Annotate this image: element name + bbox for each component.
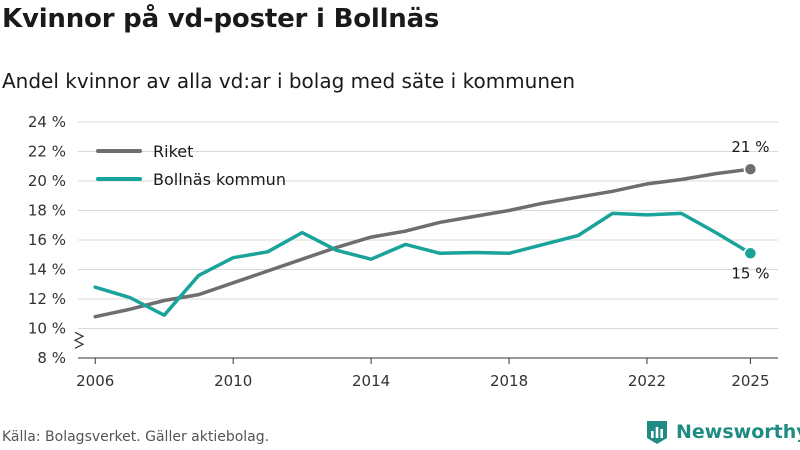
y-tick-label: 14 % (28, 261, 66, 279)
newsworthy-logo-icon (647, 421, 667, 444)
y-tick-label: 8 % (37, 349, 66, 367)
legend-label: Bollnäs kommun (153, 170, 286, 189)
brand-name: Newsworthy (676, 421, 800, 443)
y-tick-label: 22 % (28, 143, 66, 161)
series-line-bollnas (93, 211, 753, 317)
x-tick-label: 2010 (214, 372, 252, 390)
x-tick-label: 2025 (731, 372, 769, 390)
axis-break-icon (73, 331, 85, 349)
newsworthy-logo: Newsworthy (644, 419, 800, 445)
x-tick-label: 2006 (76, 372, 114, 390)
legend-label: Riket (153, 142, 193, 161)
chart-subtitle: Andel kvinnor av alla vd:ar i bolag med … (2, 69, 575, 93)
series-end-point (743, 246, 758, 261)
x-tick-label: 2014 (352, 372, 390, 390)
chart-title: Kvinnor på vd-poster i Bollnäs (2, 4, 440, 34)
y-tick-label: 20 % (28, 172, 66, 190)
end-value-label: 15 % (731, 264, 769, 282)
y-tick-label: 16 % (28, 231, 66, 249)
x-tick-label: 2022 (628, 372, 666, 390)
series-end-point (743, 162, 758, 176)
x-tick-label: 2018 (490, 372, 528, 390)
y-tick-label: 18 % (28, 202, 66, 220)
source-note: Källa: Bolagsverket. Gäller aktiebolag. (2, 429, 270, 445)
series-line-riket (93, 167, 753, 319)
end-value-label: 21 % (731, 138, 769, 156)
y-tick-label: 12 % (28, 290, 66, 308)
y-tick-label: 10 % (28, 320, 66, 338)
y-tick-label: 24 % (28, 113, 66, 131)
